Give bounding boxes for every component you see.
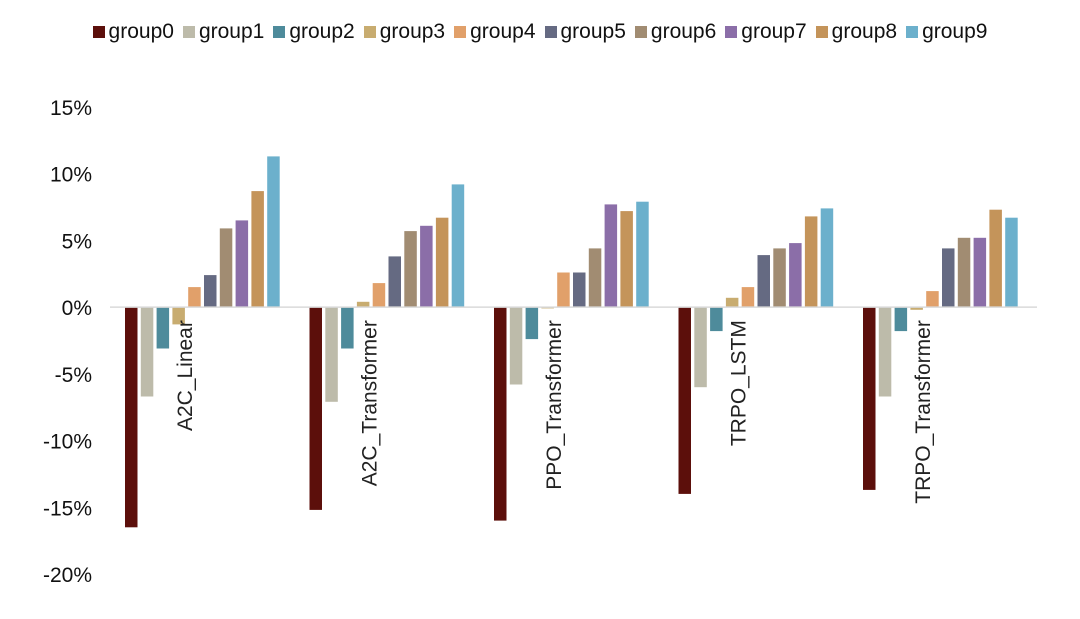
category-label: PPO_Transformer: [543, 320, 566, 490]
bar-group5: [573, 272, 586, 308]
legend-label: group4: [470, 20, 536, 43]
bar-group4: [372, 283, 386, 308]
y-tick-label: 0%: [62, 297, 92, 320]
bar-group3: [725, 297, 739, 308]
legend-label: group1: [198, 20, 265, 43]
category-label: TRPO_Transformer: [912, 320, 935, 504]
legend-swatch: [906, 26, 919, 38]
bar-group5: [942, 248, 955, 308]
legend-label: group8: [831, 20, 898, 43]
bar-group8: [251, 191, 264, 308]
bar-group6: [588, 248, 602, 308]
legend-item: group7: [725, 20, 807, 44]
bar-group2: [525, 307, 539, 340]
y-tick-label: -5%: [55, 364, 92, 387]
bar-group1: [509, 307, 523, 385]
bar-group9: [267, 156, 280, 308]
legend-label: group9: [922, 20, 988, 43]
legend-swatch: [363, 26, 376, 38]
legend-item: group8: [815, 20, 898, 44]
bar-group9: [636, 201, 649, 308]
bar-group1: [878, 307, 892, 397]
bar-group5: [388, 256, 401, 308]
legend-swatch: [815, 26, 828, 38]
legend-swatch: [725, 26, 738, 38]
legend-swatch: [454, 26, 467, 38]
legend-item: group3: [363, 20, 446, 44]
bar-group7: [789, 243, 802, 308]
category-label: A2C_Linear: [174, 320, 197, 431]
bar-group4: [188, 287, 201, 308]
bar-group9: [820, 208, 834, 308]
y-tick-label: -20%: [43, 564, 92, 587]
bar-group8: [620, 211, 633, 308]
bars: [125, 156, 1018, 528]
bar-group2: [156, 307, 170, 349]
legend-item: group0: [92, 20, 174, 44]
legend-swatch: [182, 26, 195, 38]
bar-group3: [910, 307, 923, 310]
legend-item: group4: [454, 20, 536, 44]
y-axis: -20% -15% -10% -5% 0% 5% 10% 15%: [43, 97, 92, 587]
bar-group8: [435, 217, 449, 308]
y-tick-label: 5%: [62, 230, 92, 253]
y-tick-label: 10%: [50, 164, 92, 187]
bar-group6: [773, 248, 786, 308]
bar-group1: [694, 307, 707, 388]
legend-item: group5: [544, 20, 626, 44]
legend: group0 group1 group2 group3 group4 group5 grou…: [0, 20, 1080, 44]
bar-group0: [678, 307, 691, 494]
bar-group0: [309, 307, 322, 510]
bar-group7: [973, 237, 987, 308]
y-tick-label: -15%: [43, 497, 92, 520]
bar-group2: [341, 307, 354, 349]
legend-label: group0: [108, 20, 174, 43]
bar-group8: [804, 216, 818, 308]
bar-group2: [710, 307, 723, 332]
bar-group0: [863, 307, 876, 490]
legend-swatch: [92, 26, 105, 38]
bar-group7: [235, 220, 249, 308]
bar-group2: [894, 307, 908, 332]
legend-label: group5: [560, 20, 626, 43]
bar-group5: [204, 275, 217, 308]
legend-swatch: [273, 26, 286, 38]
bar-group6: [957, 237, 971, 308]
bar-group9: [1005, 217, 1018, 308]
category-label: A2C_Transformer: [359, 320, 382, 486]
bar-group7: [604, 204, 618, 308]
legend-label: group2: [289, 20, 355, 43]
legend-item: group1: [182, 20, 265, 44]
bar-group0: [494, 307, 507, 521]
bar-group9: [451, 184, 465, 308]
legend-item: group9: [906, 20, 987, 44]
legend-item: group2: [273, 20, 355, 44]
y-tick-label: 15%: [50, 97, 92, 120]
bar-group1: [140, 307, 154, 397]
bar-group5: [757, 255, 770, 308]
bar-group7: [420, 225, 433, 308]
category-labels: A2C_Linear A2C_Transformer PPO_Transformer…: [174, 320, 935, 504]
bar-group3: [356, 301, 370, 308]
bar-group4: [926, 291, 939, 308]
legend-label: group3: [379, 20, 446, 43]
bar-group1: [325, 307, 338, 402]
legend-item: group6: [634, 20, 717, 44]
category-label: TRPO_LSTM: [728, 320, 751, 446]
bar-group4: [741, 287, 755, 308]
bar-group6: [219, 228, 233, 308]
bar-group8: [989, 209, 1002, 308]
legend-swatch: [544, 26, 557, 38]
legend-label: group6: [650, 20, 717, 43]
legend-label: group7: [741, 20, 807, 43]
bar-group3: [172, 307, 185, 325]
legend-swatch: [634, 26, 647, 38]
bar-group4: [557, 272, 570, 308]
bar-group0: [125, 307, 138, 528]
bar-group6: [404, 231, 417, 308]
y-tick-label: -10%: [43, 431, 92, 454]
